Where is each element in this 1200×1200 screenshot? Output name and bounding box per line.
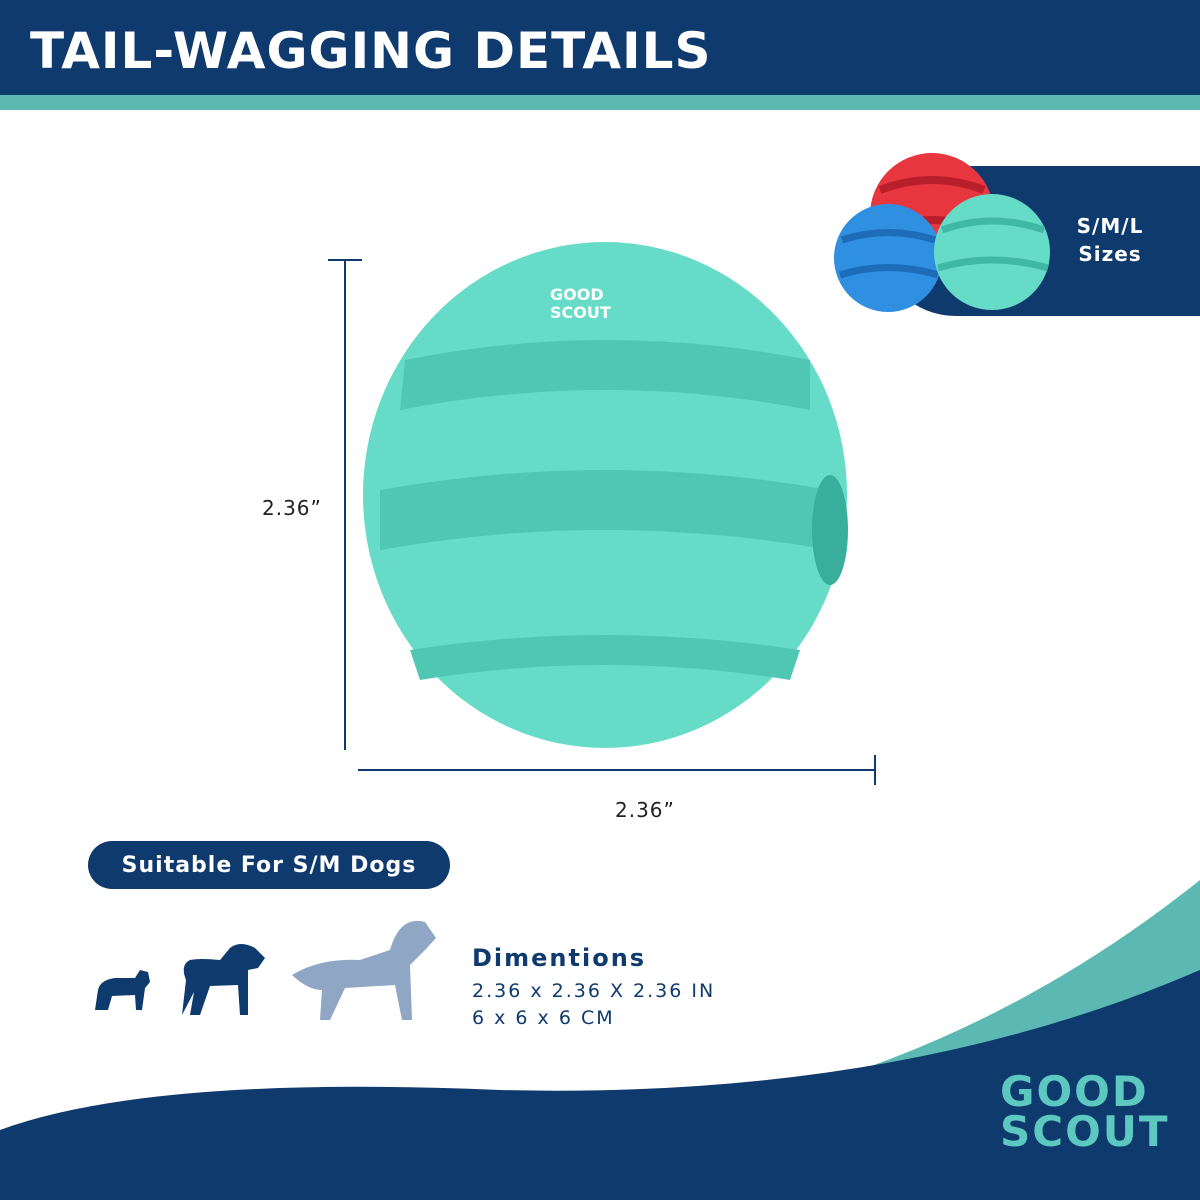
- specs-inches: 2.36 x 2.36 X 2.36 IN: [472, 980, 716, 1002]
- width-label: 2.36”: [615, 798, 675, 822]
- specs-title: Dimentions: [472, 944, 647, 972]
- sizes-balls-image: [834, 153, 1050, 312]
- brand-line2: SCOUT: [1000, 1107, 1170, 1156]
- medium-dog-icon: [182, 944, 265, 1015]
- sizes-line2: Sizes: [1078, 242, 1142, 266]
- brand-line1: GOOD: [1000, 1067, 1149, 1116]
- large-dog-icon: [292, 920, 436, 1020]
- svg-text:SCOUT: SCOUT: [550, 303, 611, 322]
- small-dog-icon: [95, 970, 150, 1010]
- specs-cm: 6 x 6 x 6 CM: [472, 1007, 615, 1029]
- blue-ball: [834, 204, 942, 312]
- product-ball-image: GOOD SCOUT: [363, 242, 848, 748]
- header-accent-strip: [0, 95, 1200, 110]
- brand-logo: GOOD SCOUT: [1000, 1067, 1170, 1156]
- svg-text:GOOD: GOOD: [550, 285, 604, 304]
- mint-ball: [934, 194, 1050, 310]
- footer-wave: [0, 880, 1200, 1200]
- suitability-badge: Suitable For S/M Dogs: [88, 841, 450, 889]
- sizes-line1: S/M/L: [1076, 214, 1144, 238]
- height-label: 2.36”: [262, 496, 322, 520]
- page-title: TAIL-WAGGING DETAILS: [30, 22, 712, 80]
- sizes-label: S/M/L Sizes: [1060, 212, 1160, 268]
- header-band: [0, 0, 1200, 95]
- dog-sizes: [95, 920, 436, 1020]
- dimension-lines: [328, 259, 876, 785]
